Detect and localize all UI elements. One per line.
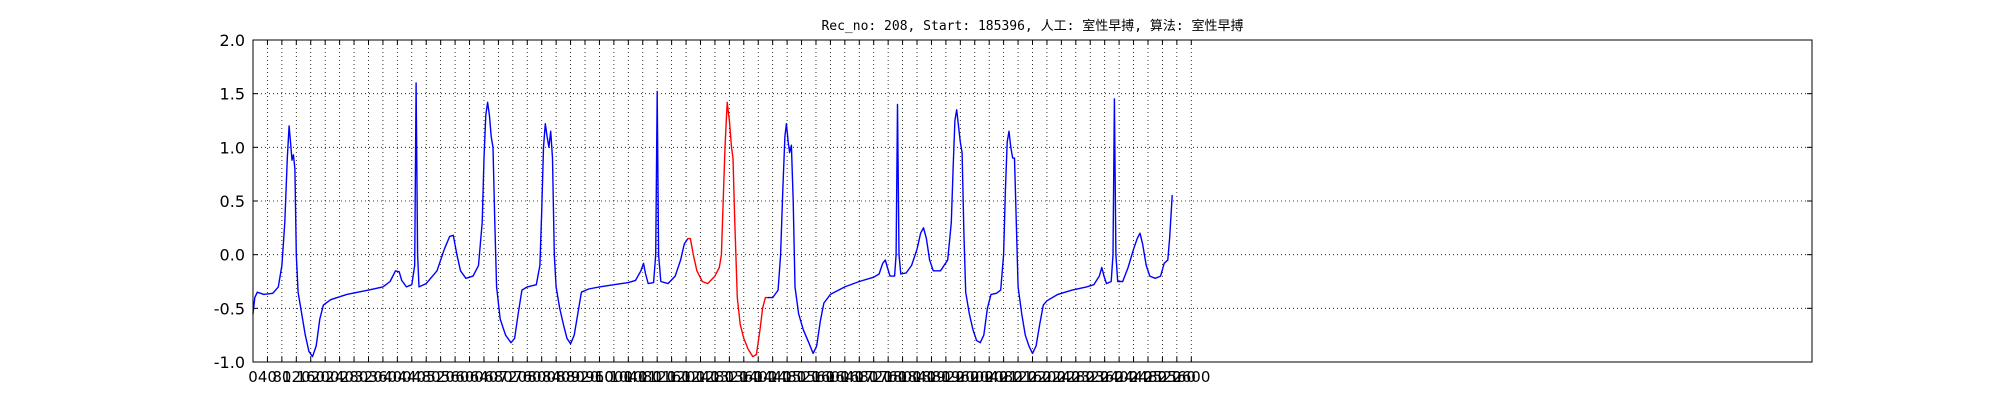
x-tick-label: 1880	[912, 368, 950, 386]
x-tick-label: 2160	[1013, 368, 1051, 386]
chart-title: Rec_no: 208, Start: 185396, 人工: 室性早搏, 算法…	[821, 18, 1243, 34]
x-tick-label: 2240	[1042, 368, 1080, 386]
x-tick-label: 920	[571, 368, 600, 386]
x-tick-label: 560	[441, 368, 470, 386]
x-tick-label: 1840	[898, 368, 936, 386]
tick-layer: -1.0-0.50.00.51.01.52.00 4080120160200240…	[214, 31, 1812, 386]
x-tick-label: 400	[383, 368, 412, 386]
x-tick-label: 1800	[883, 368, 921, 386]
x-tick-label: 1360	[725, 368, 763, 386]
x-tick-label: 2280	[1057, 368, 1095, 386]
x-tick-label: 2600	[1172, 368, 1210, 386]
x-tick-label: 1720	[855, 368, 893, 386]
x-tick-label: 240	[325, 368, 354, 386]
x-tick-label: 280	[340, 368, 369, 386]
x-tick-label: 160	[296, 368, 325, 386]
y-tick-label: -1.0	[214, 353, 245, 372]
x-tick-label: 1320	[710, 368, 748, 386]
x-tick-label: 2040	[970, 368, 1008, 386]
x-tick-label: 1480	[768, 368, 806, 386]
x-tick-label: 2080	[985, 368, 1023, 386]
x-tick-label: 1280	[696, 368, 734, 386]
x-tick-label: 1240	[681, 368, 719, 386]
x-tick-label: 720	[499, 368, 528, 386]
x-tick-label: 1080	[624, 368, 662, 386]
x-tick-label: 760	[513, 368, 542, 386]
x-tick-label: 800	[527, 368, 556, 386]
ecg-highlight-segment	[687, 101, 769, 358]
x-tick-label: 2400	[1100, 368, 1138, 386]
x-tick-label: 600	[455, 368, 484, 386]
x-tick-label: 2120	[999, 368, 1037, 386]
x-tick-label: 1120	[638, 368, 676, 386]
grid-layer	[253, 40, 1812, 362]
y-tick-label: 0.0	[220, 246, 245, 265]
x-tick-label: 960	[585, 368, 614, 386]
x-tick-label: 40	[258, 368, 277, 386]
x-tick-label: 1560	[797, 368, 835, 386]
x-tick-label: 440	[397, 368, 426, 386]
x-tick-label: 1200	[667, 368, 705, 386]
x-tick-label: 1000	[595, 368, 633, 386]
x-tick-label: 2320	[1071, 368, 1109, 386]
x-tick-label: 1520	[782, 368, 820, 386]
x-tick-label: 640	[470, 368, 499, 386]
x-tick-label: 80	[272, 368, 291, 386]
x-tick-label: 520	[426, 368, 455, 386]
x-tick-label: 1040	[609, 368, 647, 386]
x-tick-label: 2360	[1086, 368, 1124, 386]
ecg-signal-segment-2	[767, 98, 1173, 355]
x-tick-label: 120	[282, 368, 311, 386]
ecg-signal-segment-0	[252, 82, 689, 358]
y-tick-label: -0.5	[214, 299, 245, 318]
x-tick-label: 1160	[653, 368, 691, 386]
x-tick-label: 1760	[869, 368, 907, 386]
y-tick-label: 0.5	[220, 192, 245, 211]
x-tick-label: 680	[484, 368, 513, 386]
x-tick-label: 1920	[927, 368, 965, 386]
y-tick-label: 1.0	[220, 138, 245, 157]
x-tick-label: 2200	[1028, 368, 1066, 386]
y-tick-label: 2.0	[220, 31, 245, 50]
x-tick-label: 840	[542, 368, 571, 386]
x-tick-label: 1640	[826, 368, 864, 386]
series-layer	[252, 82, 1173, 358]
x-tick-label: 2560	[1158, 368, 1196, 386]
x-tick-label: 2000	[956, 368, 994, 386]
x-tick-label: 880	[556, 368, 585, 386]
x-tick-label: 360	[369, 368, 398, 386]
x-tick-label: 480	[412, 368, 441, 386]
x-tick-label: 1600	[811, 368, 849, 386]
x-tick-label: 2440	[1114, 368, 1152, 386]
x-tick-label: 2480	[1129, 368, 1167, 386]
x-tick-label: 200	[311, 368, 340, 386]
x-tick-label: 0	[248, 368, 258, 386]
x-tick-label: 320	[354, 368, 383, 386]
x-tick-label: 1440	[754, 368, 792, 386]
x-tick-label: 1400	[739, 368, 777, 386]
y-tick-label: 1.5	[220, 85, 245, 104]
x-tick-label: 2520	[1143, 368, 1181, 386]
x-tick-label: 1680	[840, 368, 878, 386]
x-tick-label: 1960	[941, 368, 979, 386]
